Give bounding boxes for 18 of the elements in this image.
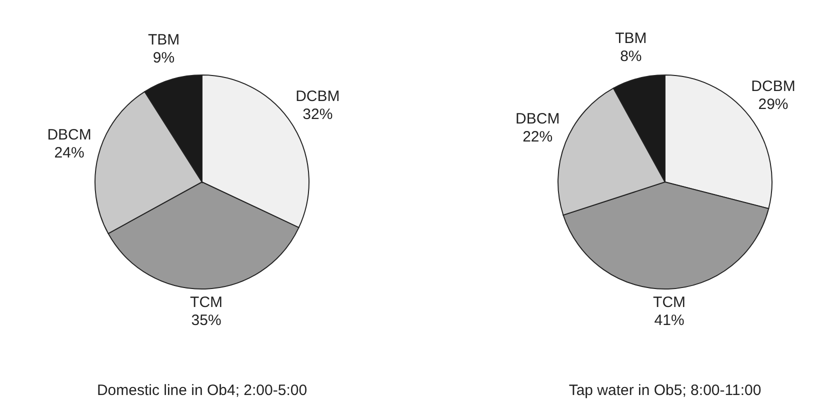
text: Domestic line in Ob4; 2:00-5:00 (96, 382, 308, 399)
slice-label: TBM (615, 30, 647, 48)
text: Tap water in Ob5; 8:00-11:00 (568, 382, 762, 399)
slice-label: TCM (190, 294, 223, 311)
data-label: 32% (302, 106, 333, 124)
data-label: 24% (54, 144, 84, 162)
data-label: 22% (522, 128, 553, 146)
slice-label: TBM (148, 31, 180, 48)
slice-label: DCBM (751, 78, 796, 95)
data-label: 41% (654, 312, 684, 329)
data-label: 8% (620, 48, 642, 66)
data-label: 29% (758, 96, 788, 113)
slice-label: TCM (653, 294, 686, 311)
data-label: 9% (152, 49, 175, 66)
slice-label: DBCM (47, 126, 92, 144)
slice-label: DBCM (516, 110, 560, 128)
slice-label: DCBM (296, 88, 340, 106)
data-label: 35% (191, 312, 222, 329)
